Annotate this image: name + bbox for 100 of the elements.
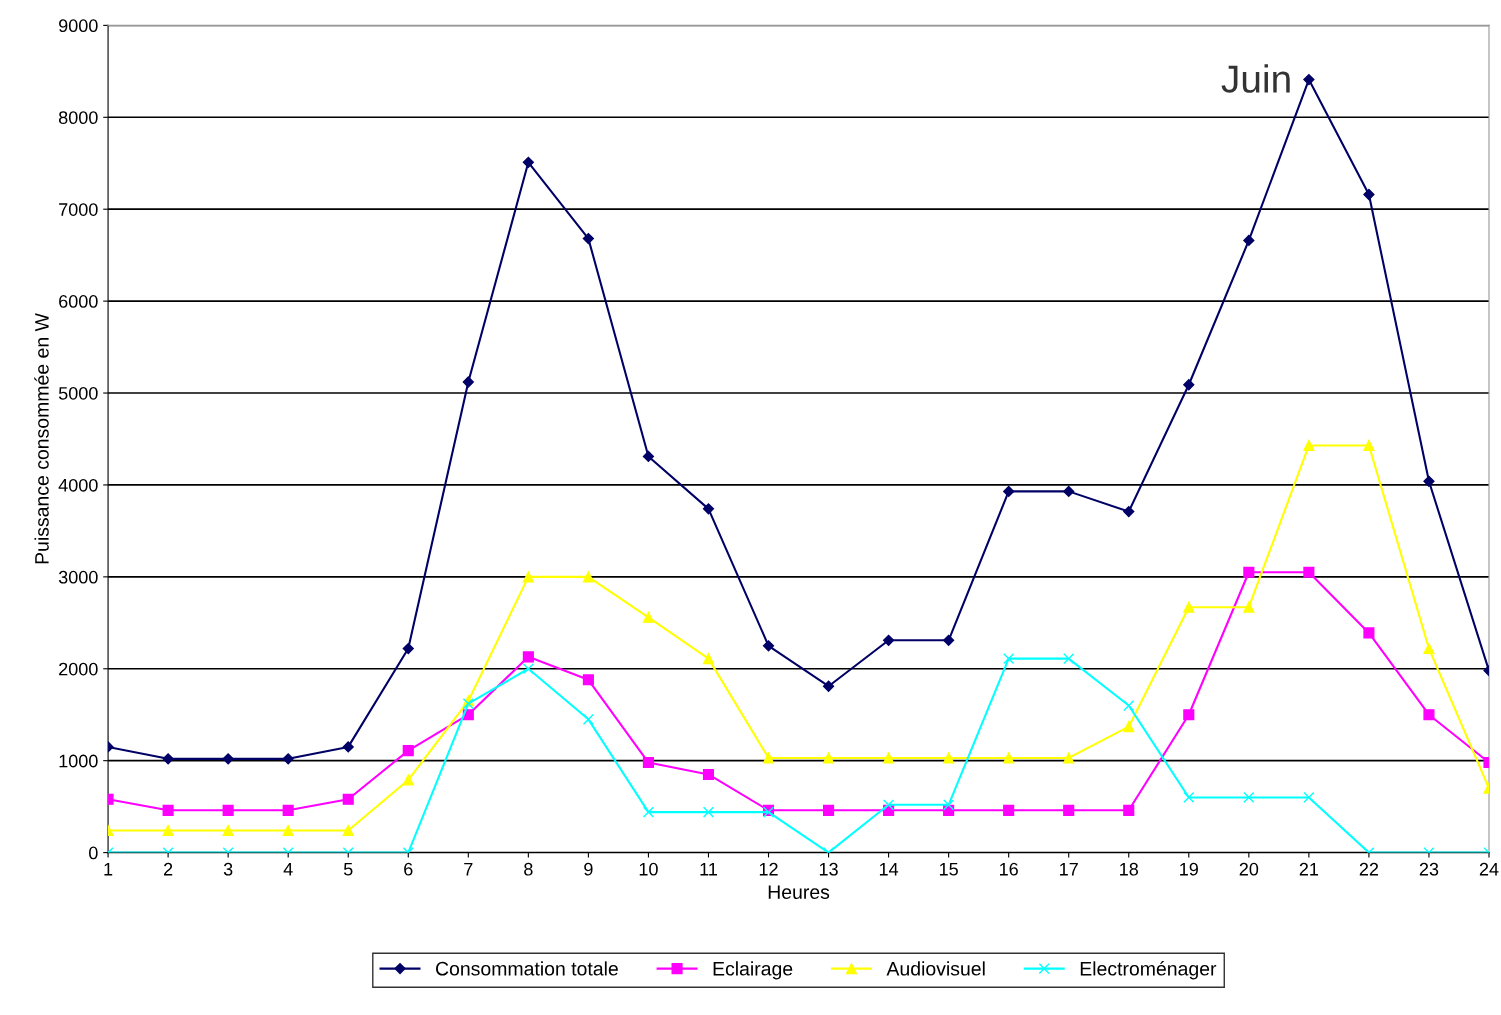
point bbox=[1303, 439, 1315, 451]
point bbox=[522, 651, 534, 663]
point bbox=[1243, 601, 1255, 613]
point bbox=[702, 503, 715, 515]
x-tick-label: 16 bbox=[1000, 862, 1018, 876]
point bbox=[642, 611, 654, 623]
point bbox=[883, 752, 895, 764]
y-axis-title: Puissance consommée en W bbox=[34, 313, 49, 564]
point bbox=[342, 793, 354, 805]
y-tick-label: 1000 bbox=[59, 754, 98, 768]
x-tick-label: 10 bbox=[639, 862, 658, 876]
point bbox=[882, 634, 895, 646]
x-tick-label: 7 bbox=[464, 862, 473, 876]
point bbox=[1243, 234, 1255, 247]
point bbox=[402, 642, 414, 655]
x-tick-label: 3 bbox=[223, 862, 233, 876]
point bbox=[1243, 791, 1255, 804]
point bbox=[1303, 791, 1315, 804]
x-tick-label: 17 bbox=[1060, 862, 1078, 876]
point bbox=[1003, 804, 1015, 816]
legend-label: Consommation totale bbox=[436, 961, 618, 976]
y-tick-label: 7000 bbox=[59, 203, 98, 216]
point bbox=[282, 804, 294, 816]
point bbox=[522, 571, 534, 583]
point bbox=[702, 806, 715, 818]
point bbox=[762, 752, 775, 764]
point bbox=[642, 806, 654, 818]
point bbox=[1303, 566, 1315, 578]
point bbox=[1063, 804, 1075, 816]
point bbox=[282, 753, 294, 765]
point bbox=[1123, 804, 1135, 816]
point bbox=[162, 804, 174, 816]
x-tick-label: 19 bbox=[1180, 862, 1198, 876]
x-tick-label: 11 bbox=[700, 862, 717, 876]
point bbox=[1123, 505, 1135, 518]
y-tick-label: 5000 bbox=[58, 386, 98, 400]
point bbox=[883, 799, 895, 811]
point bbox=[1183, 791, 1195, 804]
point bbox=[222, 753, 234, 765]
x-tick-label: 8 bbox=[524, 862, 533, 876]
point bbox=[702, 653, 715, 665]
x-tick-label: 5 bbox=[343, 862, 353, 876]
point bbox=[402, 745, 414, 757]
point bbox=[342, 741, 354, 753]
point bbox=[1063, 485, 1075, 497]
x-tick-label: 23 bbox=[1419, 862, 1439, 876]
point bbox=[762, 640, 775, 652]
point bbox=[582, 233, 594, 245]
x-tick-label: 20 bbox=[1239, 862, 1259, 876]
point bbox=[642, 450, 655, 463]
x-tick-label: 6 bbox=[404, 862, 413, 876]
point bbox=[1423, 642, 1435, 655]
point bbox=[282, 824, 294, 837]
point bbox=[1003, 485, 1015, 497]
legend-label: Electroménager bbox=[1080, 961, 1217, 980]
point bbox=[1183, 379, 1195, 391]
point bbox=[462, 376, 474, 388]
point bbox=[402, 774, 414, 786]
point bbox=[582, 713, 594, 725]
y-tick-label: 4000 bbox=[58, 478, 98, 492]
point bbox=[162, 824, 174, 837]
point bbox=[1363, 188, 1375, 201]
x-tick-label: 12 bbox=[759, 862, 778, 876]
point bbox=[943, 799, 955, 811]
point bbox=[822, 680, 835, 692]
x-tick-label: 1 bbox=[104, 862, 113, 876]
x-tick-label: 15 bbox=[939, 862, 958, 876]
point bbox=[162, 753, 174, 765]
point bbox=[522, 156, 534, 168]
legend-label: Audiovisuel bbox=[886, 961, 985, 976]
point bbox=[342, 824, 354, 837]
y-tick-label: 6000 bbox=[59, 295, 98, 308]
point bbox=[1003, 653, 1015, 665]
point bbox=[822, 752, 835, 764]
point bbox=[1003, 752, 1015, 764]
point bbox=[1063, 653, 1075, 665]
point bbox=[943, 752, 955, 764]
y-tick-label: 2000 bbox=[59, 662, 98, 676]
x-tick-label: 9 bbox=[584, 862, 593, 876]
point bbox=[822, 804, 835, 816]
point bbox=[1363, 439, 1375, 451]
point bbox=[1123, 699, 1135, 712]
point bbox=[1423, 709, 1435, 721]
x-tick-label: 2 bbox=[164, 862, 173, 876]
y-tick-label: 8000 bbox=[58, 111, 98, 125]
annotation: Juin bbox=[1221, 64, 1290, 93]
x-tick-label: 14 bbox=[879, 862, 899, 876]
point bbox=[1363, 627, 1375, 639]
point bbox=[222, 824, 234, 837]
point bbox=[1243, 566, 1255, 578]
point bbox=[1063, 752, 1075, 764]
x-axis-title: Heures bbox=[768, 885, 830, 899]
point bbox=[1303, 73, 1315, 86]
point bbox=[943, 634, 955, 646]
point bbox=[1123, 721, 1135, 733]
y-tick-label: 0 bbox=[89, 846, 98, 860]
x-tick-label: 18 bbox=[1120, 862, 1139, 876]
y-tick-label: 3000 bbox=[58, 570, 98, 584]
point bbox=[702, 768, 715, 781]
point bbox=[1183, 709, 1195, 721]
